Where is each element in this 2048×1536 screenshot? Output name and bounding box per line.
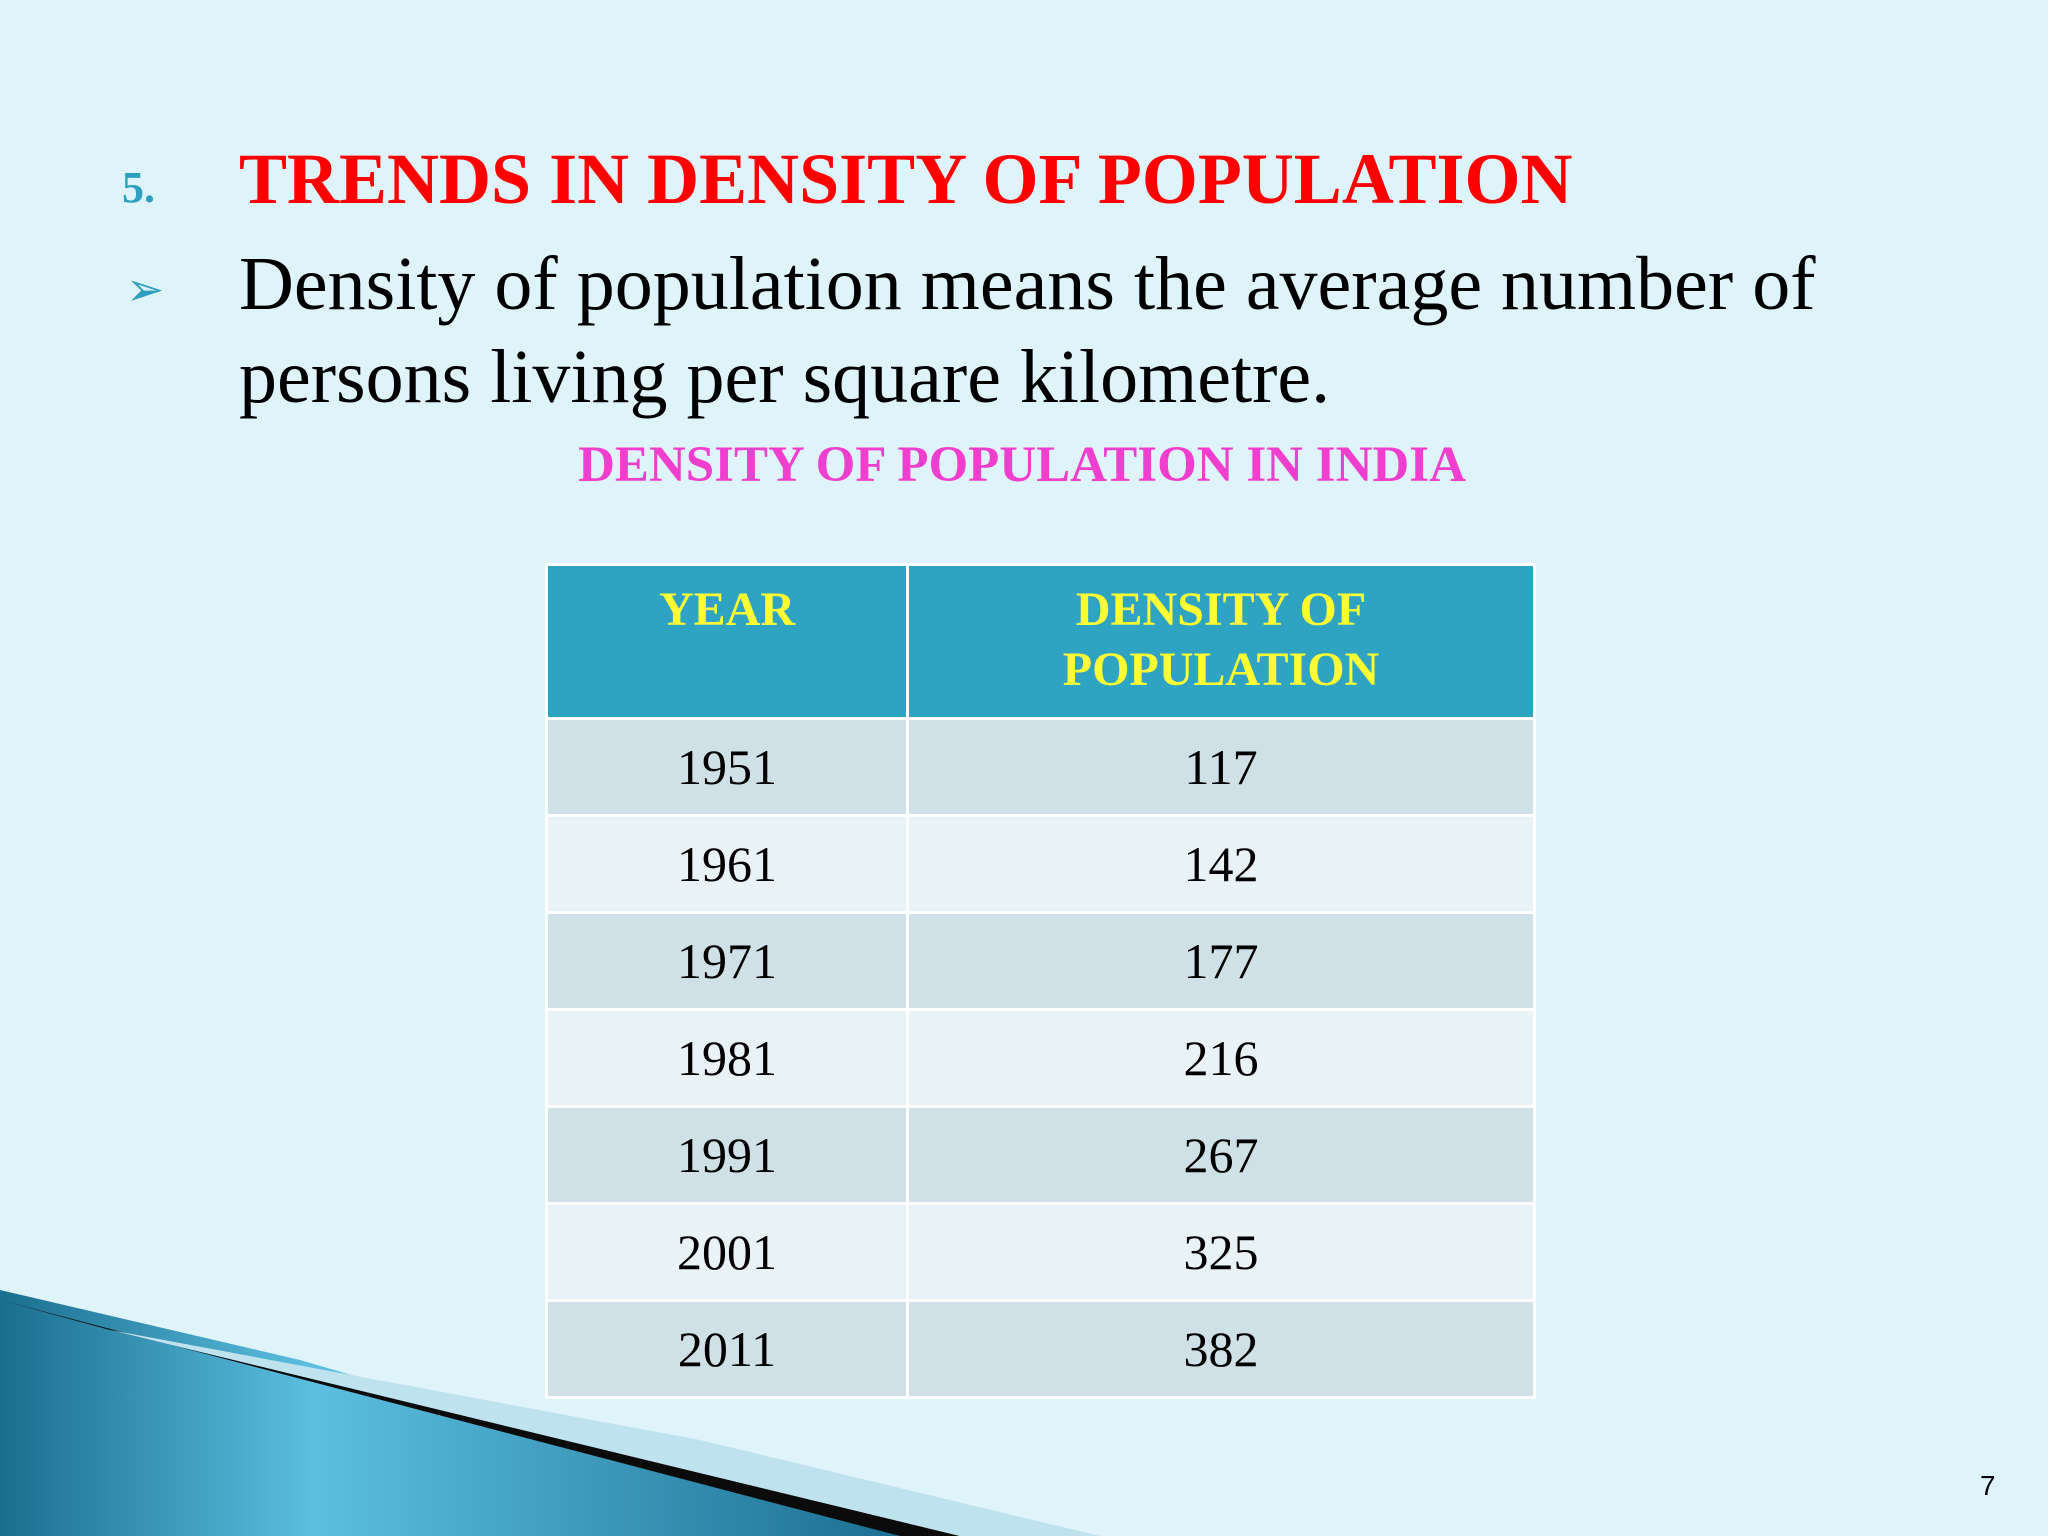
header-cell: YEAR [545,563,909,720]
table-row: 1951 117 [545,717,1536,817]
year-cell: 1961 [545,814,909,914]
density-cell: 216 [906,1008,1536,1108]
density-cell: 267 [906,1105,1536,1205]
bullet-text: Density of population means the average … [239,242,1816,419]
swoosh-light [110,1330,1100,1536]
year-cell: 1981 [545,1008,909,1108]
density-cell: 382 [906,1299,1536,1399]
page-number: 7 [1980,1470,1996,1501]
heading-title: TRENDS IN DENSITY OF POPULATION [239,139,1573,219]
density-cell: 142 [906,814,1536,914]
table-caption: DENSITY OF POPULATION IN INDIA [578,437,1466,493]
table-row: 1971 177 [545,911,1536,1011]
density-table: YEAR DENSITY OF POPULATION 1951 117 1961 14… [545,563,1536,1399]
year-cell: 1991 [545,1105,909,1205]
table-row: 2011 382 [545,1299,1536,1399]
table-row: 2001 325 [545,1202,1536,1302]
table-row: 1991 267 [545,1105,1536,1205]
bullet-icon: ➢ [126,262,165,316]
density-cell: 117 [906,717,1536,817]
year-cell: 2001 [545,1202,909,1302]
density-cell: 177 [906,911,1536,1011]
year-cell: 1971 [545,911,909,1011]
density-cell: 325 [906,1202,1536,1302]
table-body: 1951 117 1961 142 1971 177 1981 216 1991 267 2001 3… [545,717,1536,1399]
header-cell: DENSITY OF POPULATION [906,563,1536,720]
year-cell: 2011 [545,1299,909,1399]
header-row: YEAR DENSITY OF POPULATION [545,563,1536,720]
table-row: 1981 216 [545,1008,1536,1108]
heading-number: 5. [122,163,155,212]
year-cell: 1951 [545,717,909,817]
table-row: 1961 142 [545,814,1536,914]
